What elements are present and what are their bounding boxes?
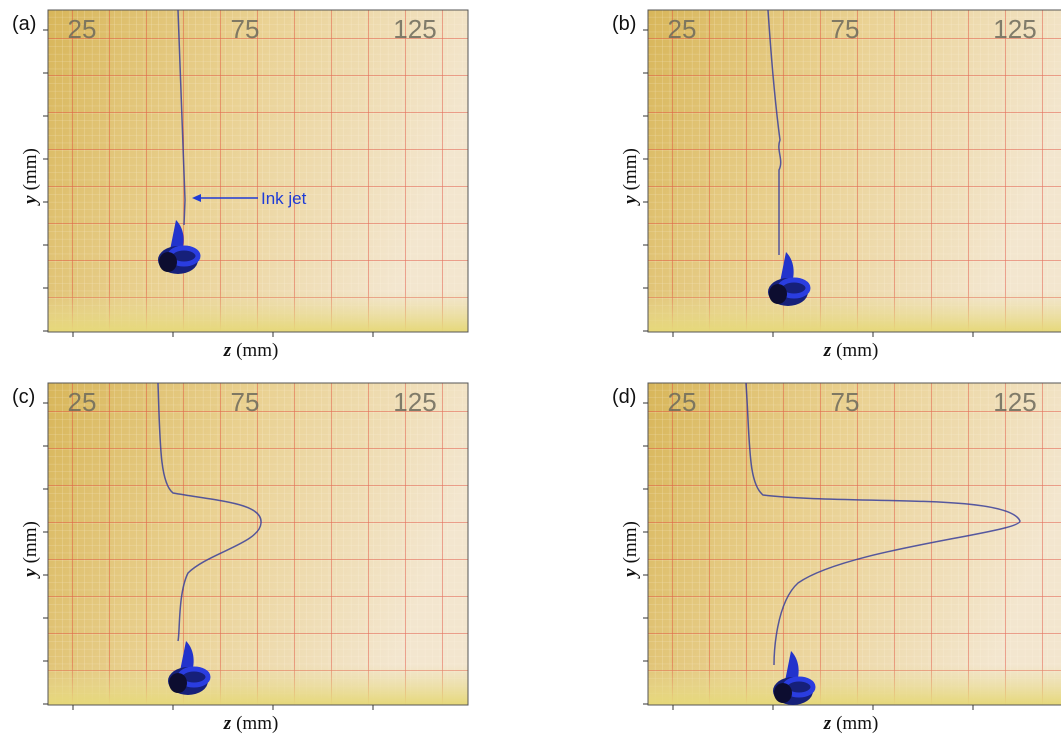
y-axis-var: y (20, 568, 41, 579)
ink-plume (785, 651, 799, 681)
photo-frame (47, 9, 469, 333)
photo-frame (647, 382, 1061, 706)
y-axis-label: y (mm) (20, 148, 41, 206)
panel-label: (c) (12, 386, 35, 408)
ink-vortex-core (774, 683, 792, 703)
ink-vortex-core (159, 252, 177, 272)
scale-number: 25 (668, 14, 697, 44)
ink-jet (767, 9, 782, 255)
x-axis-unit: (mm) (836, 340, 878, 361)
x-axis-label: z (mm) (823, 713, 879, 734)
y-axis-unit: (mm) (620, 148, 641, 190)
panel: 25 75 125(d)z (mm)y(mm) (612, 382, 1061, 734)
tank-floor (48, 292, 468, 332)
tank-floor (648, 665, 1061, 705)
scale-number: 25 (68, 387, 97, 417)
ink-vortex-core (769, 284, 787, 304)
x-axis-unit: (mm) (236, 713, 278, 734)
scale-number: 125 (993, 14, 1036, 44)
y-axis-unit: (mm) (20, 148, 41, 190)
x-axis-label: z (mm) (223, 713, 279, 734)
scale-number: 125 (393, 387, 436, 417)
x-axis-label: z (mm) (823, 340, 879, 361)
y-axis-label: y (mm) (20, 521, 41, 579)
ink-jet (745, 382, 1021, 666)
ink-jet (177, 9, 186, 226)
scale-number: 75 (831, 387, 860, 417)
scale-number: 75 (231, 387, 260, 417)
scale-number: 75 (831, 14, 860, 44)
panel-label: (b) (612, 13, 636, 35)
y-axis-unit: (mm) (620, 521, 641, 563)
scale-number: 25 (668, 387, 697, 417)
x-axis-var: z (823, 713, 832, 734)
tank-floor (48, 665, 468, 705)
panel-label: (d) (612, 386, 636, 408)
y-axis-unit: (mm) (20, 521, 41, 563)
panel: 25 75 125(c)z (mm)y(mm) (12, 382, 469, 734)
ink-plume (170, 220, 184, 250)
major-grid (48, 10, 468, 332)
ink-vortex-core (169, 673, 187, 693)
panel: 25 75 125(a)z (mm)y(mm)Ink jet (12, 9, 469, 361)
panel-label: (a) (12, 13, 36, 35)
y-axis-var: y (20, 195, 41, 206)
photo: 25 75 125 (647, 382, 1061, 706)
panel: 25 75 125(b)z (mm)y(mm) (612, 9, 1061, 361)
x-axis-unit: (mm) (236, 340, 278, 361)
y-axis-label: y (mm) (620, 148, 641, 206)
scale-number: 75 (231, 14, 260, 44)
tank-floor (648, 292, 1061, 332)
ink-jet (157, 382, 262, 642)
major-grid (648, 10, 1061, 332)
photo-frame (47, 382, 469, 706)
x-axis-label: z (mm) (223, 340, 279, 361)
photo: 25 75 125 (47, 9, 469, 333)
annotation: Ink jet (261, 189, 307, 208)
major-grid (648, 383, 1061, 705)
x-axis-var: z (223, 340, 232, 361)
photo: 25 75 125 (47, 382, 469, 706)
photo-frame (647, 9, 1061, 333)
major-grid (48, 383, 468, 705)
scale-number: 25 (68, 14, 97, 44)
ink-plume (180, 641, 194, 671)
scale-number: 125 (993, 387, 1036, 417)
annotation-arrowhead (192, 194, 201, 202)
y-axis-var: y (620, 195, 641, 206)
scale-number: 125 (393, 14, 436, 44)
ink-plume (780, 252, 794, 282)
y-axis-label: y (mm) (620, 521, 641, 579)
photo: 25 75 125 (647, 9, 1061, 333)
x-axis-var: z (823, 340, 832, 361)
y-axis-var: y (620, 568, 641, 579)
x-axis-unit: (mm) (836, 713, 878, 734)
x-axis-var: z (223, 713, 232, 734)
